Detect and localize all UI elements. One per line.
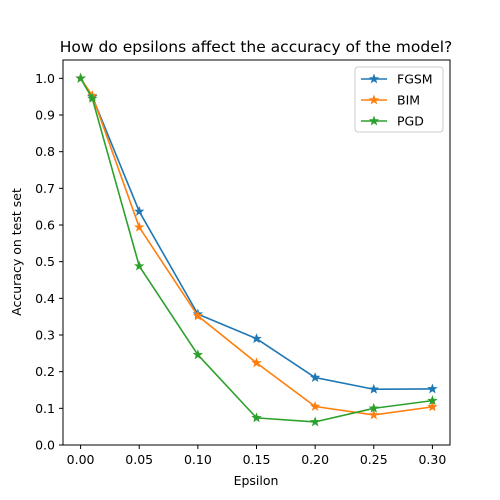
legend-label-fgsm: FGSM (397, 72, 433, 87)
x-tick-label: 0.05 (125, 452, 153, 467)
y-tick-label: 0.7 (35, 181, 55, 196)
legend-star-icon (368, 115, 380, 126)
y-tick-label: 0.2 (35, 364, 55, 379)
series-layer (75, 72, 438, 427)
data-point-pgd (368, 402, 379, 413)
y-tick-label: 0.4 (35, 291, 55, 306)
chart-title: How do epsilons affect the accuracy of t… (60, 38, 453, 56)
data-point-bim (134, 221, 145, 232)
y-tick-label: 1.0 (35, 71, 55, 86)
legend-item-bim: BIM (361, 93, 420, 108)
data-point-bim (192, 310, 204, 321)
data-point-fgsm (309, 372, 321, 382)
data-point-bim (251, 357, 262, 368)
data-point-pgd (75, 72, 86, 83)
data-point-fgsm (368, 383, 379, 394)
legend-star-icon (368, 94, 380, 105)
legend-star-icon (368, 73, 380, 84)
y-axis-label: Accuracy on test set (9, 188, 24, 316)
data-point-bim (427, 401, 438, 412)
y-tick-label: 0.1 (35, 401, 55, 416)
x-tick-label: 0.00 (67, 452, 95, 467)
x-tick-label: 0.20 (301, 452, 329, 467)
x-tick-label: 0.15 (243, 452, 271, 467)
legend-item-fgsm: FGSM (361, 72, 433, 87)
series-line-pgd (79, 77, 433, 423)
legend: FGSM BIM PGD (354, 66, 444, 133)
x-tick-label: 0.25 (360, 452, 388, 467)
data-point-pgd (87, 93, 98, 103)
y-tick-label: 0.6 (35, 218, 55, 233)
y-tick-label: 0.5 (35, 254, 55, 269)
series-pgd (75, 72, 438, 427)
x-tick-label: 0.30 (418, 452, 446, 467)
data-point-pgd (427, 395, 438, 406)
legend-label-bim: BIM (397, 93, 420, 108)
data-point-pgd (251, 412, 262, 423)
y-axis: 0.0 0.1 0.2 0.3 0.4 0.5 0.6 0.7 0.8 0.9 1.0 (35, 71, 63, 453)
y-tick-label: 0.3 (35, 328, 55, 343)
data-point-fgsm (251, 333, 262, 344)
y-tick-label: 0.0 (35, 438, 55, 453)
x-axis: 0.00 0.05 0.10 0.15 0.20 0.25 0.30 (67, 445, 446, 467)
data-point-pgd (309, 416, 321, 427)
data-point-fgsm (427, 383, 438, 394)
data-point-bim (368, 409, 379, 420)
legend-label-pgd: PGD (397, 114, 424, 129)
series-line-bim (79, 77, 433, 416)
data-point-bim (309, 401, 321, 411)
data-point-pgd (134, 260, 145, 271)
series-bim (75, 72, 438, 420)
legend-item-pgd: PGD (361, 114, 424, 129)
y-tick-label: 0.8 (35, 144, 55, 159)
x-tick-label: 0.10 (184, 452, 212, 467)
data-point-pgd (192, 349, 204, 360)
data-point-fgsm (134, 205, 145, 216)
y-tick-label: 0.9 (35, 108, 55, 123)
x-axis-label: Epsilon (234, 473, 279, 488)
